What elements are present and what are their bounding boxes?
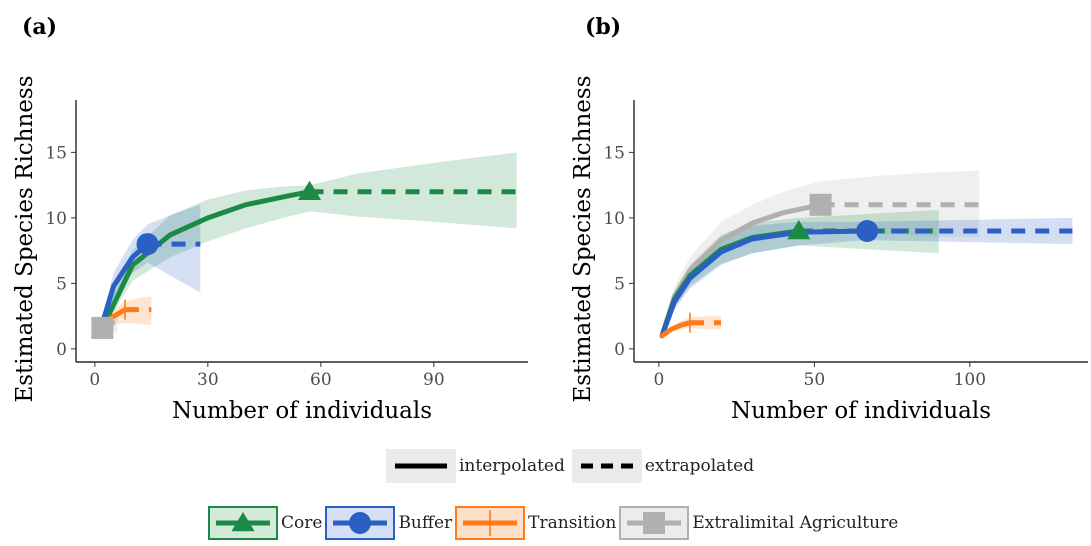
linetype-legend: interpolated extrapolated <box>386 449 761 483</box>
legend-item-extralimital-agriculture: Extralimital Agriculture <box>619 506 901 540</box>
legend-item-extrapolated: extrapolated <box>571 449 757 483</box>
y-tick-label: 5 <box>614 274 625 294</box>
ribbon-transition <box>661 316 722 336</box>
ribbon-extralimital-agriculture <box>661 170 980 336</box>
point-core <box>787 220 811 240</box>
square-key-icon <box>619 506 690 540</box>
x-axis-label: Number of individuals <box>172 398 432 424</box>
legend-item-core: Core <box>208 506 325 540</box>
solid-line-key <box>386 449 456 483</box>
dashed-line-key <box>571 449 642 483</box>
legend-item-transition: Transition <box>455 506 619 540</box>
legend-item-buffer: Buffer <box>325 506 455 540</box>
legend-label-extralimital-agriculture: Extralimital Agriculture <box>692 513 899 533</box>
panel-a-label: (a) <box>22 14 58 40</box>
ribbon-buffer <box>661 217 1073 336</box>
legend-marker <box>643 512 666 534</box>
legend-label-buffer: Buffer <box>398 513 453 533</box>
y-axis-label: Estimated Species Richness <box>12 75 38 402</box>
line-interpolated-core <box>96 189 313 339</box>
point-buffer <box>856 220 879 242</box>
legend-marker <box>349 512 372 534</box>
panel-b: 0 5 10 15 0 50 100 Number of individuals Estimat… <box>570 75 1088 424</box>
legend-label-extrapolated: extrapolated <box>644 456 755 476</box>
y-tick-label: 15 <box>45 143 67 163</box>
point-extralimital-agriculture <box>91 316 114 339</box>
ribbon-core <box>98 152 517 336</box>
panel-b-label: (b) <box>585 14 622 40</box>
x-tick-label: 0 <box>89 370 100 390</box>
legend-label-interpolated: interpolated <box>459 456 565 476</box>
legend-item-interpolated: interpolated <box>386 449 568 483</box>
point-buffer <box>136 233 159 256</box>
triangle-key-icon <box>208 506 278 540</box>
y-tick-label: 0 <box>614 340 625 360</box>
y-tick-label: 10 <box>603 209 625 229</box>
x-tick-label: 100 <box>954 370 986 390</box>
legend-label-core: Core <box>281 513 323 533</box>
x-tick-label: 50 <box>804 370 826 390</box>
panel-a: 0 5 10 15 0 30 60 90 Number of individuals Estima… <box>12 75 528 424</box>
y-tick-label: 10 <box>45 209 67 229</box>
x-tick-label: 30 <box>197 370 219 390</box>
legend-marker <box>231 512 255 532</box>
circle-key-icon <box>325 506 396 540</box>
point-extralimital-agriculture <box>809 193 832 216</box>
legend-label-transition: Transition <box>528 513 617 533</box>
y-tick-label: 15 <box>603 143 625 163</box>
x-axis-label: Number of individuals <box>731 398 991 424</box>
x-tick-label: 90 <box>423 370 445 390</box>
y-tick-label: 5 <box>56 274 67 294</box>
ribbon-buffer <box>98 204 201 336</box>
x-tick-label: 0 <box>653 370 664 390</box>
x-tick-label: 60 <box>310 370 332 390</box>
line-interpolated-transition <box>659 320 693 339</box>
group-legend: Core Buffer Transition Extralimital Agricul… <box>208 506 901 540</box>
point-core <box>297 180 322 200</box>
y-axis-label: Estimated Species Richness <box>570 75 596 402</box>
y-tick-label: 0 <box>56 340 67 360</box>
vline-key-icon <box>455 506 526 540</box>
